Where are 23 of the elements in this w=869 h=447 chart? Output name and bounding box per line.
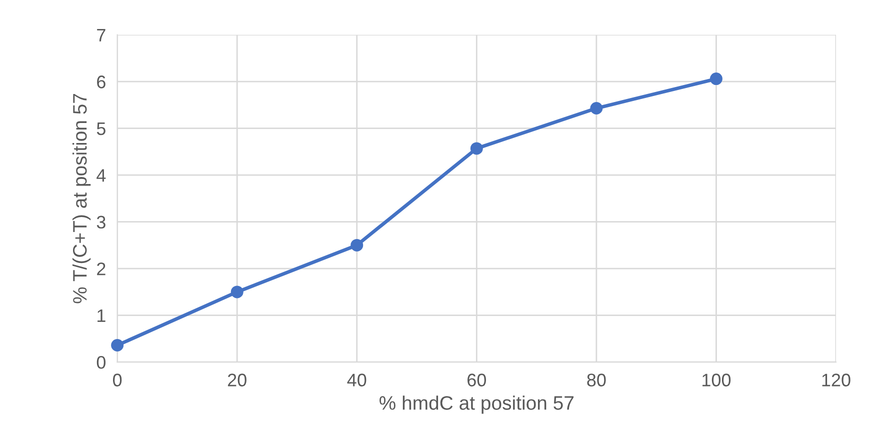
y-tick-label: 3 <box>96 216 106 229</box>
x-axis-title: % hmdC at position 57 <box>380 396 574 414</box>
x-tick-label: 120 <box>822 374 850 386</box>
y-tick-label: 2 <box>97 262 106 276</box>
point <box>710 72 722 86</box>
x-tick-label: 60 <box>468 374 486 386</box>
point <box>470 142 483 155</box>
y-tick-label: 5 <box>96 122 106 136</box>
y-tick-label: 4 <box>96 169 106 182</box>
x-tick-label: 20 <box>228 374 246 386</box>
y-tick-label: 6 <box>97 76 106 88</box>
point <box>350 238 364 252</box>
y-tick-label: 7 <box>97 28 106 42</box>
point <box>111 338 124 352</box>
point <box>230 286 244 298</box>
y-axis-title: % T/(C+T) at position 57 <box>72 94 91 304</box>
y-tick-label: 1 <box>98 309 106 322</box>
y-tick-label: 0 <box>96 356 106 369</box>
point <box>590 102 603 115</box>
x-tick-label: 0 <box>113 374 122 386</box>
x-tick-label: 40 <box>347 374 366 386</box>
x-tick-label: 100 <box>702 374 731 386</box>
x-tick-label: 80 <box>587 374 606 386</box>
